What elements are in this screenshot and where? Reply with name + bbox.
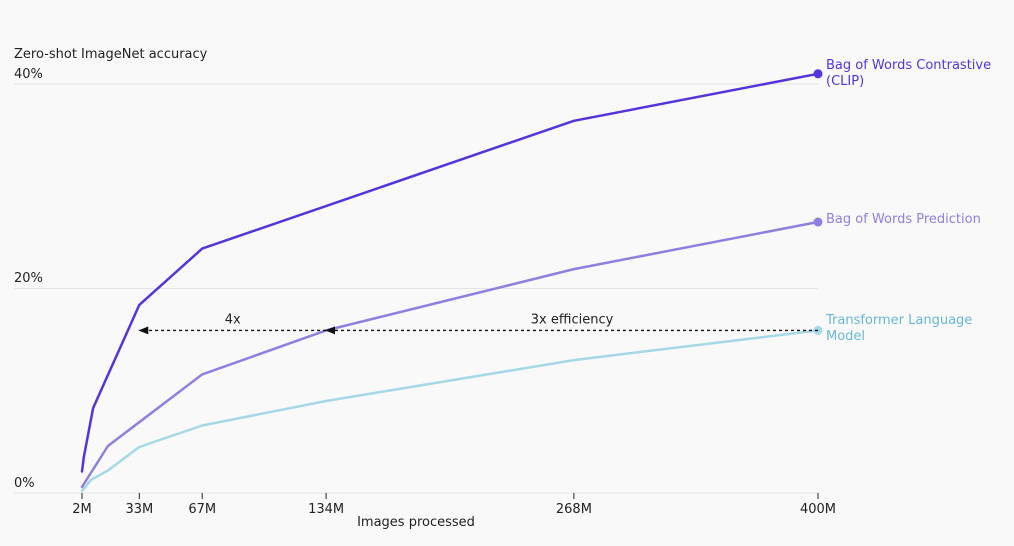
- annotation-label-0: 4x: [225, 312, 241, 327]
- annotation-label-1: 3x efficiency: [531, 312, 614, 327]
- legend-label-bow-prediction: Bag of Words Prediction: [826, 212, 981, 228]
- y-tick-label-40: 40%: [14, 67, 43, 82]
- x-axis-title: Images processed: [357, 515, 475, 530]
- legend-label-clip-line1: Bag of Words Contrastive: [826, 58, 992, 73]
- legend-label-clip: Bag of Words Contrastive (CLIP): [826, 58, 991, 90]
- series-line-2: [80, 329, 820, 493]
- legend-label-bow-prediction-line1: Bag of Words Prediction: [826, 212, 981, 227]
- x-tick-label-33M: 33M: [125, 502, 153, 517]
- x-tick-label-400M: 400M: [800, 502, 836, 517]
- series-end-marker-1: [813, 217, 823, 227]
- legend-label-transformer: Transformer Language Model: [826, 313, 972, 345]
- legend-label-transformer-line2: Model: [826, 329, 866, 344]
- y-tick-label-20: 20%: [14, 271, 43, 286]
- x-tick-label-67M: 67M: [188, 502, 216, 517]
- series-end-marker-0: [813, 69, 823, 79]
- y-axis-title: Zero-shot ImageNet accuracy: [14, 47, 208, 62]
- legend-label-transformer-line1: Transformer Language: [826, 313, 973, 328]
- y-tick-label-0: 0%: [14, 476, 35, 491]
- legend-label-clip-line2: (CLIP): [826, 74, 865, 89]
- series-line-1: [80, 220, 820, 489]
- series-line-0: [80, 72, 820, 473]
- x-tick-label-268M: 268M: [556, 502, 592, 517]
- x-tick-label-2M: 2M: [72, 502, 92, 517]
- x-tick-label-134M: 134M: [308, 502, 344, 517]
